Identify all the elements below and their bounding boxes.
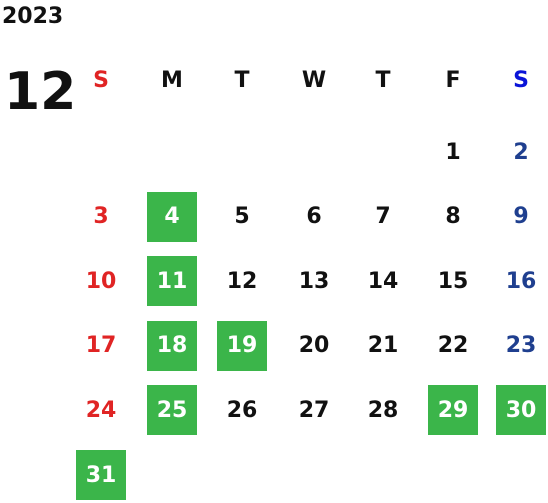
day-cell: 30 bbox=[496, 385, 546, 436]
weekday-label: T bbox=[375, 67, 391, 93]
weekday-label: S bbox=[93, 67, 109, 93]
day-cell: 29 bbox=[428, 385, 478, 436]
day-cell: 16 bbox=[505, 268, 537, 294]
day-cell: 19 bbox=[217, 320, 267, 371]
day-cell: 21 bbox=[367, 333, 399, 359]
weekday-label: T bbox=[234, 67, 250, 93]
day-cell: 22 bbox=[437, 333, 469, 359]
day-cell: 2 bbox=[513, 139, 529, 165]
weekday-label: W bbox=[301, 67, 327, 93]
day-cell: 31 bbox=[76, 450, 126, 500]
day-cell: 5 bbox=[234, 204, 250, 230]
month: 12 bbox=[4, 62, 77, 122]
weekday-label: M bbox=[161, 67, 183, 93]
day-cell: 10 bbox=[85, 268, 117, 294]
day-cell: 6 bbox=[306, 204, 322, 230]
day-cell: 12 bbox=[226, 268, 258, 294]
day-cell: 15 bbox=[437, 268, 469, 294]
day-cell: 18 bbox=[147, 320, 197, 371]
year: 2023 bbox=[2, 4, 64, 29]
day-cell: 1 bbox=[445, 139, 461, 165]
day-cell: 27 bbox=[298, 397, 330, 423]
day-cell: 13 bbox=[298, 268, 330, 294]
day-cell: 20 bbox=[298, 333, 330, 359]
day-cell: 28 bbox=[367, 397, 399, 423]
day-cell: 17 bbox=[85, 333, 117, 359]
day-cell: 7 bbox=[375, 204, 391, 230]
day-cell: 24 bbox=[85, 397, 117, 423]
day-cell: 3 bbox=[93, 204, 109, 230]
day-cell: 11 bbox=[147, 256, 197, 307]
weekday-label: S bbox=[513, 67, 529, 93]
day-cell: 4 bbox=[147, 191, 197, 242]
day-cell: 26 bbox=[226, 397, 258, 423]
weekday-label: F bbox=[445, 67, 461, 93]
day-cell: 25 bbox=[147, 385, 197, 436]
day-cell: 14 bbox=[367, 268, 399, 294]
day-cell: 9 bbox=[513, 204, 529, 230]
day-cell: 8 bbox=[445, 204, 461, 230]
day-cell: 23 bbox=[505, 333, 537, 359]
